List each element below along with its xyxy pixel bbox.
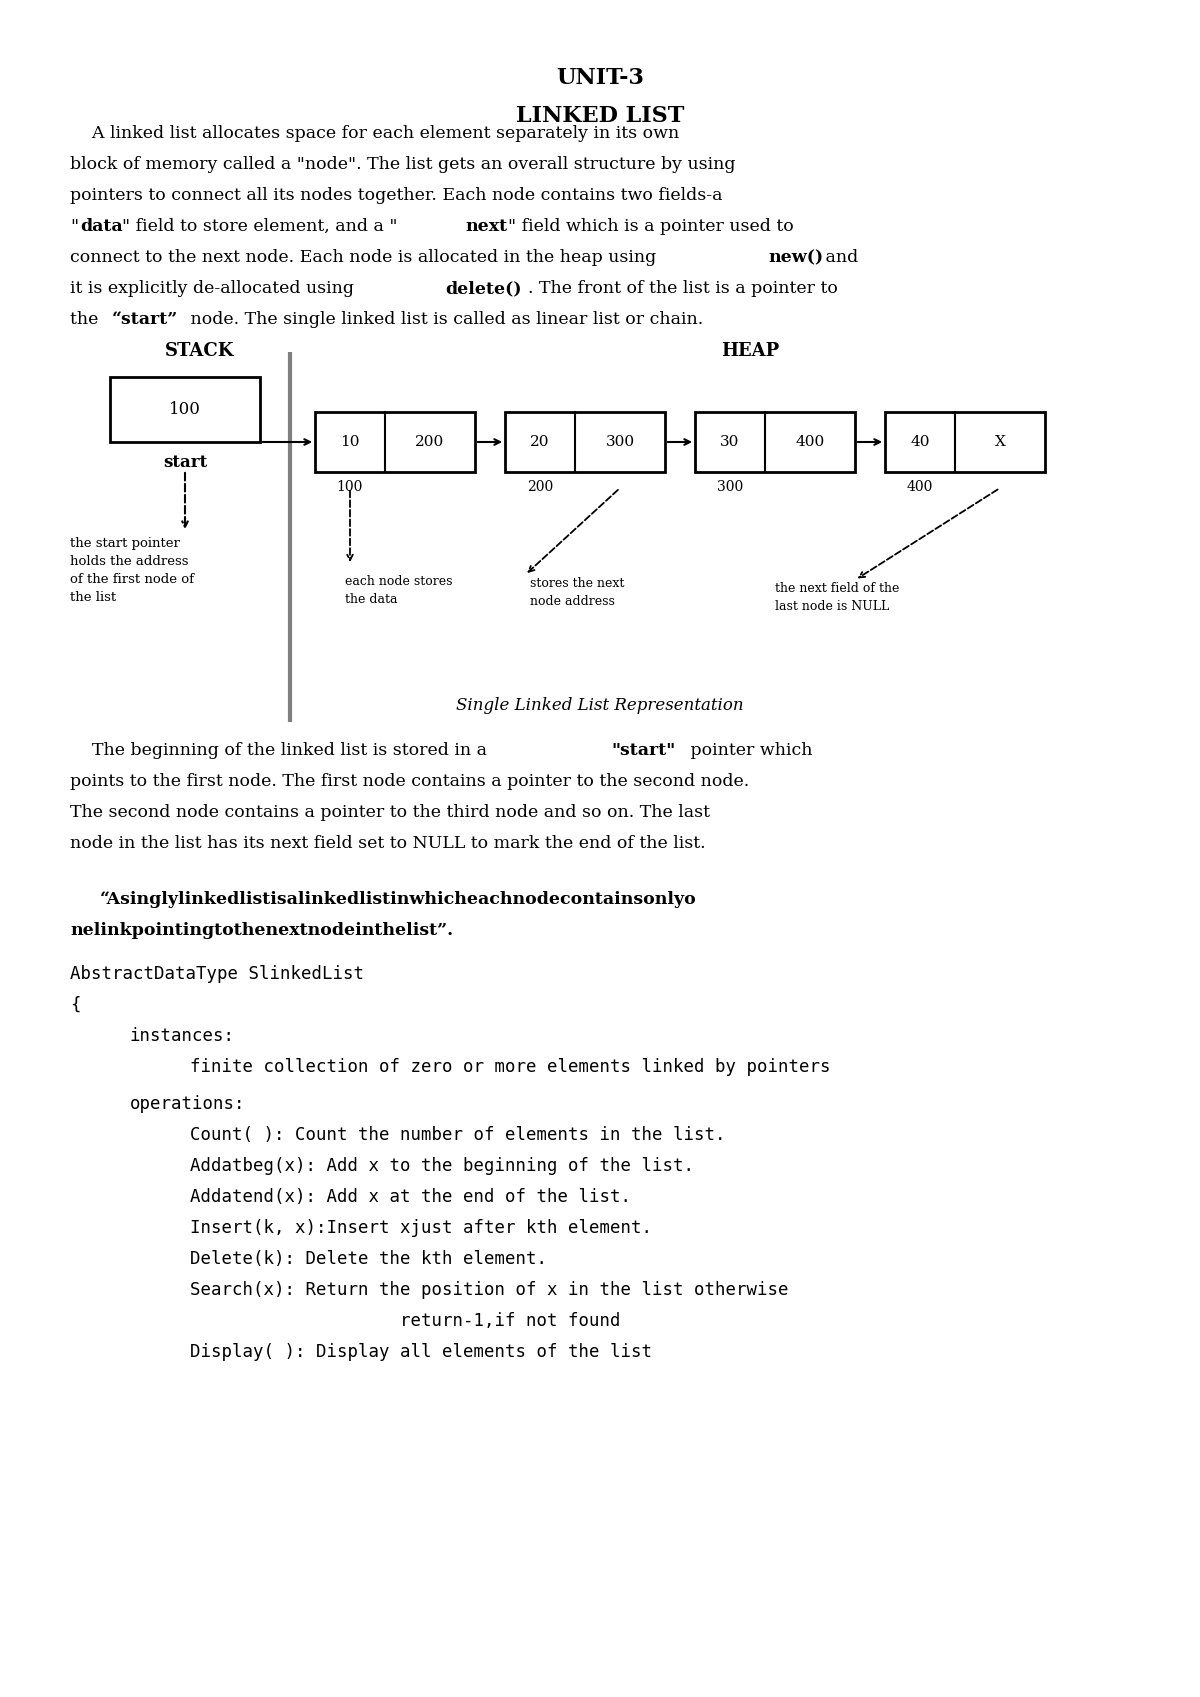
Text: "start": "start": [612, 742, 676, 759]
Text: A linked list allocates space for each element separately in its own: A linked list allocates space for each e…: [70, 126, 679, 143]
Text: data: data: [80, 217, 124, 234]
Text: Delete(k): Delete the kth element.: Delete(k): Delete the kth element.: [190, 1251, 547, 1268]
Text: LINKED LIST: LINKED LIST: [516, 105, 684, 127]
Text: UNIT-3: UNIT-3: [556, 66, 644, 88]
Text: pointers to connect all its nodes together. Each node contains two fields-a: pointers to connect all its nodes togeth…: [70, 187, 722, 204]
Text: Insert(k, x):Insert xjust after kth element.: Insert(k, x):Insert xjust after kth elem…: [190, 1218, 652, 1237]
FancyBboxPatch shape: [886, 412, 1045, 472]
Text: " field which is a pointer used to: " field which is a pointer used to: [508, 217, 793, 234]
Text: 30: 30: [720, 434, 739, 450]
Text: stores the next
node address: stores the next node address: [530, 577, 624, 608]
Text: Single Linked List Representation: Single Linked List Representation: [456, 697, 744, 714]
Text: the start pointer
holds the address
of the first node of
the list: the start pointer holds the address of t…: [70, 536, 194, 604]
Text: 20: 20: [530, 434, 550, 450]
Text: The second node contains a pointer to the third node and so on. The last: The second node contains a pointer to th…: [70, 804, 710, 821]
Text: connect to the next node. Each node is allocated in the heap using: connect to the next node. Each node is a…: [70, 249, 661, 266]
Text: Count( ): Count the number of elements in the list.: Count( ): Count the number of elements i…: [190, 1127, 726, 1144]
FancyBboxPatch shape: [695, 412, 856, 472]
Text: X: X: [995, 434, 1006, 450]
Text: . The front of the list is a pointer to: . The front of the list is a pointer to: [528, 280, 839, 297]
Text: HEAP: HEAP: [721, 343, 779, 360]
Text: 400: 400: [796, 434, 824, 450]
Text: points to the first node. The first node contains a pointer to the second node.: points to the first node. The first node…: [70, 774, 749, 791]
Text: “Asinglylinkedlistisalinkedlistinwhicheachnodecontainsonlyo: “Asinglylinkedlistisalinkedlistinwhichea…: [100, 891, 697, 908]
Text: block of memory called a "node". The list gets an overall structure by using: block of memory called a "node". The lis…: [70, 156, 736, 173]
FancyBboxPatch shape: [314, 412, 475, 472]
Text: 100: 100: [337, 480, 364, 494]
Text: Search(x): Return the position of x in the list otherwise: Search(x): Return the position of x in t…: [190, 1281, 788, 1300]
Text: 300: 300: [716, 480, 743, 494]
Text: 40: 40: [911, 434, 930, 450]
Text: AbstractDataType SlinkedList: AbstractDataType SlinkedList: [70, 966, 364, 983]
Text: instances:: instances:: [130, 1027, 235, 1045]
Text: 100: 100: [169, 400, 200, 417]
Text: 400: 400: [907, 480, 934, 494]
Text: ": ": [70, 217, 78, 234]
Text: each node stores
the data: each node stores the data: [346, 575, 452, 606]
Text: node in the list has its next field set to NULL to mark the end of the list.: node in the list has its next field set …: [70, 835, 706, 852]
Text: it is explicitly de-allocated using: it is explicitly de-allocated using: [70, 280, 360, 297]
Text: Addatend(x): Add x at the end of the list.: Addatend(x): Add x at the end of the lis…: [190, 1188, 631, 1207]
Text: pointer which: pointer which: [684, 742, 812, 759]
Text: new(): new(): [768, 249, 823, 266]
Text: next: next: [466, 217, 508, 234]
Text: the next field of the
last node is NULL: the next field of the last node is NULL: [775, 582, 899, 613]
FancyBboxPatch shape: [110, 377, 260, 441]
Text: finite collection of zero or more elements linked by pointers: finite collection of zero or more elemen…: [190, 1057, 830, 1076]
Text: " field to store element, and a ": " field to store element, and a ": [122, 217, 397, 234]
Text: 10: 10: [341, 434, 360, 450]
Text: STACK: STACK: [166, 343, 235, 360]
Text: 300: 300: [606, 434, 635, 450]
Text: and: and: [820, 249, 858, 266]
Text: return-1,if not found: return-1,if not found: [190, 1312, 620, 1330]
Text: Display( ): Display all elements of the list: Display( ): Display all elements of the …: [190, 1344, 652, 1361]
Text: {: {: [70, 996, 80, 1015]
Text: the: the: [70, 311, 104, 328]
Text: 200: 200: [415, 434, 445, 450]
Text: “start”: “start”: [112, 311, 178, 328]
Text: Addatbeg(x): Add x to the beginning of the list.: Addatbeg(x): Add x to the beginning of t…: [190, 1157, 694, 1176]
Text: nelinkpointingtothenextnodeinthelist”.: nelinkpointingtothenextnodeinthelist”.: [70, 921, 454, 938]
Text: The beginning of the linked list is stored in a: The beginning of the linked list is stor…: [70, 742, 492, 759]
FancyBboxPatch shape: [505, 412, 665, 472]
Text: start: start: [163, 455, 208, 472]
Text: operations:: operations:: [130, 1095, 246, 1113]
Text: delete(): delete(): [445, 280, 522, 297]
Text: 200: 200: [527, 480, 553, 494]
Text: node. The single linked list is called as linear list or chain.: node. The single linked list is called a…: [185, 311, 703, 328]
